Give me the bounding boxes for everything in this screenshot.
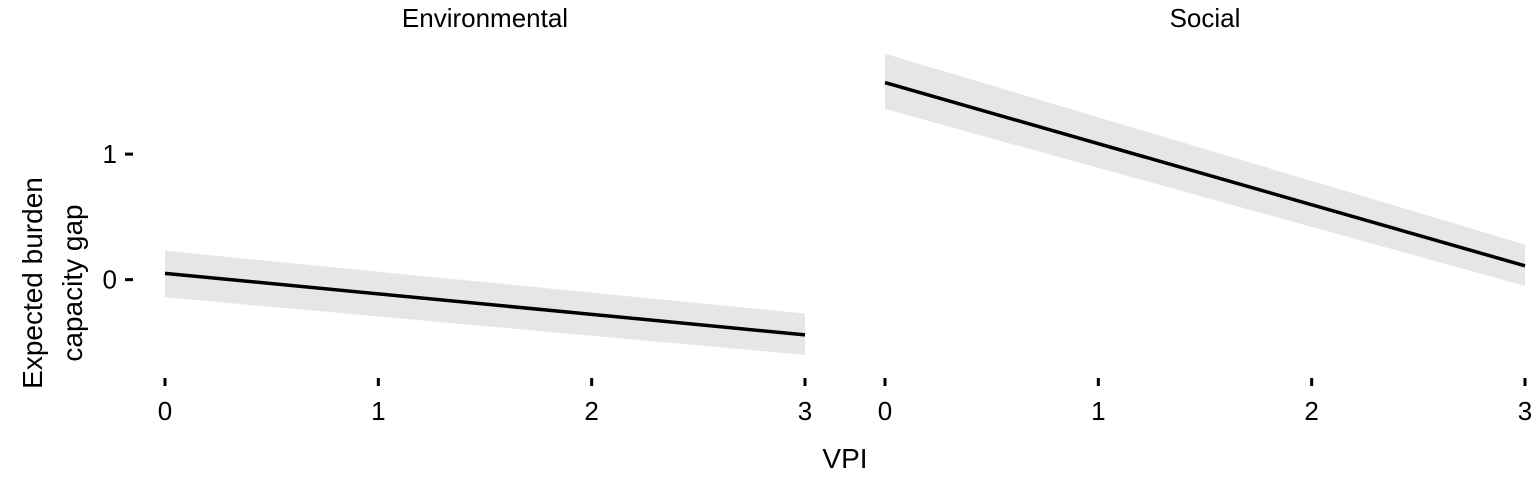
y-axis-title-line: capacity gap xyxy=(57,204,88,361)
x-tick-label: 0 xyxy=(878,396,892,426)
panel-title: Environmental xyxy=(402,3,568,33)
panel-title: Social xyxy=(1170,3,1241,33)
y-tick-label: 0 xyxy=(103,265,117,295)
y-axis-title: Expected burden capacity gap xyxy=(17,177,88,389)
x-axis-title: VPI xyxy=(822,443,867,474)
x-tick-label: 1 xyxy=(371,396,385,426)
x-tick-label: 1 xyxy=(1091,396,1105,426)
x-tick-label: 3 xyxy=(1518,396,1532,426)
x-tick-label: 0 xyxy=(158,396,172,426)
x-tick-label: 2 xyxy=(584,396,598,426)
panel-social: Social 0 1 2 3 xyxy=(878,3,1532,426)
trend-line xyxy=(164,271,806,337)
confidence-ribbon xyxy=(885,53,1525,286)
y-tick-label: 1 xyxy=(103,139,117,169)
panel-environmental: Environmental 0 1 2 3 xyxy=(158,3,812,426)
y-axis-title-line: Expected burden xyxy=(17,177,48,389)
x-tick-label: 2 xyxy=(1304,396,1318,426)
trend-line xyxy=(884,80,1526,268)
y-axis: 01 xyxy=(103,139,133,295)
panels: Environmental 0 1 2 3 Social 0 1 2 3 xyxy=(158,3,1532,426)
x-tick-label: 3 xyxy=(798,396,812,426)
